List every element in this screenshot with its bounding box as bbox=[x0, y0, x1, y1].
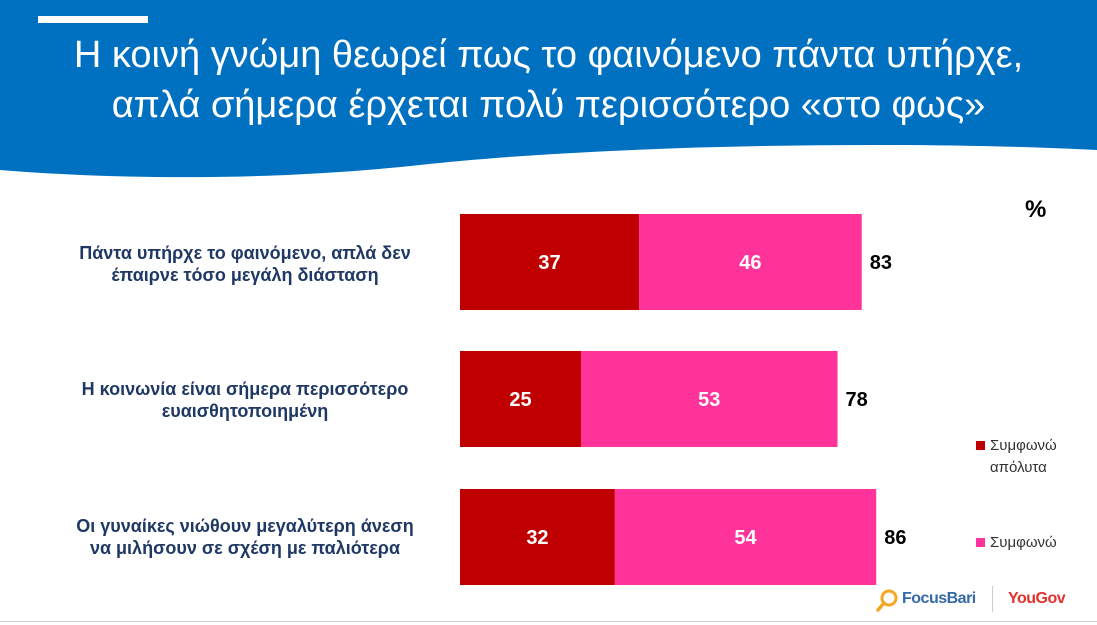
legend-label-agree: Συμφωνώ bbox=[990, 534, 1057, 551]
legend-item-absolute: Συμφωνώ απόλυτα bbox=[976, 435, 1057, 479]
category-label-1: Πάντα υπήρχε το φαινόμενο, απλά δεν έπαι… bbox=[40, 242, 450, 286]
header-accent-bar bbox=[38, 16, 148, 23]
logos: FocusBari YouGov bbox=[876, 586, 1076, 614]
yougov-logo: YouGov bbox=[1008, 590, 1066, 607]
category-label-3-line-1: Οι γυναίκες νιώθουν μεγαλύτερη άνεση bbox=[76, 516, 414, 536]
category-label-3: Οι γυναίκες νιώθουν μεγαλύτερη άνεση να … bbox=[40, 515, 450, 559]
data-label-row3-series2: 54 bbox=[734, 527, 757, 549]
magnifier-icon bbox=[876, 589, 898, 612]
bar-segment-row1-series2 bbox=[639, 214, 862, 310]
data-label-row2-series2: 53 bbox=[698, 389, 720, 411]
focusbari-logo: FocusBari bbox=[902, 590, 976, 607]
bar-segment-row1-series1 bbox=[460, 214, 640, 310]
category-label-3-line-2: να μιλήσουν σε σχέση με παλιότερα bbox=[89, 538, 401, 558]
category-label-2-line-2: ευαισθητοποιημένη bbox=[161, 401, 329, 421]
bar-segment-row3-series1 bbox=[460, 489, 615, 585]
legend-swatch-agree bbox=[976, 538, 985, 547]
category-label-2: Η κοινωνία είναι σήμερα περισσότερο ευαι… bbox=[40, 378, 450, 422]
category-label-1-line-1: Πάντα υπήρχε το φαινόμενο, απλά δεν bbox=[79, 243, 411, 263]
data-label-row3-series1: 32 bbox=[526, 527, 548, 549]
data-label-row1-series1: 37 bbox=[538, 252, 560, 274]
bar-segment-row2-series2 bbox=[581, 351, 838, 447]
legend-label-absolute-line-1: Συμφωνώ bbox=[990, 437, 1057, 454]
legend-item-agree: Συμφωνώ bbox=[976, 532, 1057, 554]
title-banner bbox=[0, 0, 1097, 178]
footer-divider bbox=[0, 621, 1097, 622]
title-line-2: απλά σήμερα έρχεται πολύ περισσότερο «στ… bbox=[111, 84, 986, 126]
page-title: Η κοινή γνώμη θεωρεί πως το φαινόμενο πά… bbox=[0, 30, 1097, 130]
bar-segment-row2-series1 bbox=[460, 351, 581, 447]
legend-label-absolute-line-2: απόλυτα bbox=[990, 459, 1047, 476]
title-line-1: Η κοινή γνώμη θεωρεί πως το φαινόμενο πά… bbox=[73, 34, 1024, 76]
category-label-2-line-1: Η κοινωνία είναι σήμερα περισσότερο bbox=[81, 379, 409, 399]
data-label-row2-series1: 25 bbox=[509, 389, 531, 411]
total-label-row1: 83 bbox=[870, 252, 892, 274]
logo-divider bbox=[992, 586, 993, 612]
total-label-row2: 78 bbox=[846, 389, 868, 411]
bar-segment-row3-series2 bbox=[614, 489, 877, 585]
total-label-row3: 86 bbox=[884, 527, 906, 549]
category-label-1-line-2: έπαιρνε τόσο μεγάλη διάσταση bbox=[111, 265, 379, 285]
data-label-row1-series2: 46 bbox=[739, 252, 761, 274]
percent-symbol: % bbox=[1025, 196, 1047, 223]
legend-swatch-absolute bbox=[976, 441, 985, 450]
